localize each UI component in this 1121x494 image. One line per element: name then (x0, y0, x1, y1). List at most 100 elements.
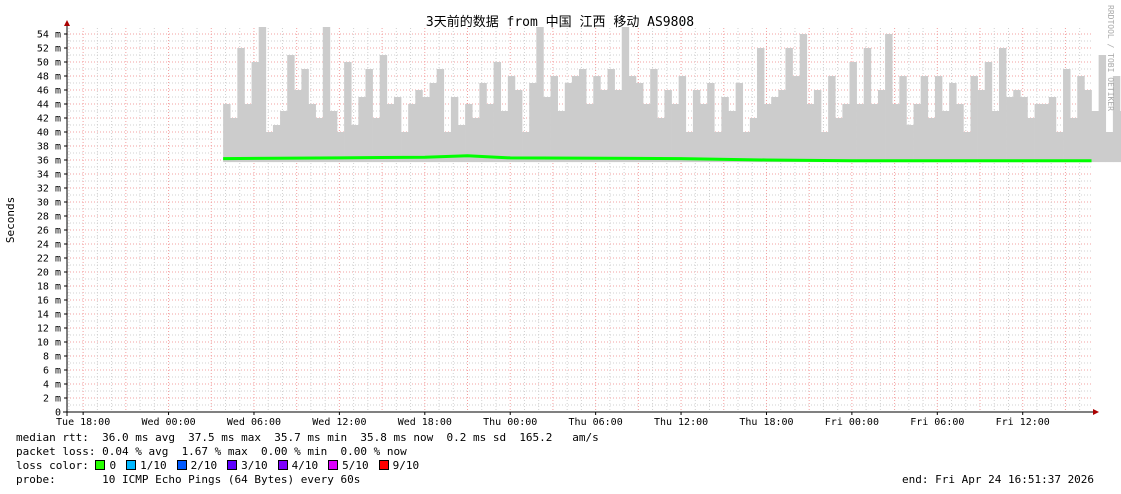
smoke-bar (707, 83, 715, 163)
color-swatch (378, 460, 389, 470)
smoke-bar (899, 76, 907, 163)
smoke-bar (821, 132, 829, 163)
smoke-bar (258, 27, 267, 163)
smoke-bar (472, 118, 480, 163)
probe-line: probe: 10 ICMP Echo Pings (64 Bytes) eve… (16, 473, 361, 486)
smoke-bar (493, 62, 502, 163)
x-tick-label: Fri 12:00 (996, 417, 1050, 428)
smoke-bar (465, 104, 473, 163)
smoke-bar (678, 76, 687, 163)
smoke-bar (450, 97, 459, 163)
loss-legend-label: 4/10 (291, 459, 319, 472)
median-rtt-line: median rtt: 36.0 ms avg 37.5 ms max 35.7… (16, 431, 599, 444)
smoke-bar (842, 104, 850, 163)
smoke-bar (1048, 97, 1057, 163)
x-tick-label: Tue 18:00 (56, 417, 110, 428)
smoke-bar (643, 104, 651, 163)
smoke-bar (379, 55, 388, 163)
smoke-bar (287, 55, 295, 163)
smoke-bar (785, 48, 793, 163)
smoke-bar (735, 83, 744, 163)
y-tick-label: 6 m (43, 366, 61, 377)
loss-legend-label: 1/10 (140, 459, 167, 472)
y-tick-label: 8 m (43, 352, 61, 363)
smoke-bar (650, 69, 658, 163)
smoke-bar (571, 76, 580, 163)
smoke-bar (685, 132, 694, 163)
y-axis-arrow (64, 20, 70, 26)
y-tick-label: 4 m (43, 380, 61, 391)
smoke-bar (429, 83, 437, 163)
smoke-bar (230, 118, 238, 163)
smoke-bar (308, 104, 316, 163)
smoke-bar (692, 90, 701, 163)
smoke-bar (1077, 76, 1085, 163)
smoke-bar (607, 69, 615, 163)
y-tick-label: 38 m (37, 142, 61, 153)
smoke-bar (586, 104, 594, 163)
smoke-bar (514, 90, 523, 163)
x-axis-arrow (1093, 409, 1099, 415)
smoke-bar (237, 48, 245, 163)
smoke-bar (1013, 90, 1021, 163)
smoke-bar (301, 69, 309, 163)
smoke-bar (365, 69, 373, 163)
loss-legend-item: 4/10 (277, 459, 319, 472)
y-tick-label: 10 m (37, 338, 61, 349)
x-tick-label: Wed 18:00 (398, 417, 452, 428)
smoke-bar (543, 97, 551, 163)
smoke-bar (863, 48, 872, 163)
smoke-bar (557, 111, 566, 163)
smoke-bar (337, 132, 345, 163)
smoke-bar (593, 76, 601, 163)
y-tick-label: 12 m (37, 324, 61, 335)
smoke-bar (927, 118, 936, 163)
smoke-bar (1006, 97, 1014, 163)
loss-legend-item: 5/10 (328, 459, 369, 472)
y-tick-label: 36 m (37, 156, 61, 167)
smoke-bar (700, 104, 708, 163)
x-tick-label: Fri 00:00 (825, 417, 879, 428)
loss-legend-label: 0 (109, 459, 117, 472)
smoke-bar (372, 118, 381, 163)
smoke-bar (892, 104, 900, 163)
smoke-bar (1034, 104, 1042, 163)
loss-legend-item: 3/10 (227, 459, 268, 472)
smoke-bar (628, 76, 637, 163)
smoke-bar (877, 90, 886, 163)
smoke-bar (1041, 104, 1050, 163)
smoke-bar (671, 104, 679, 163)
smoke-bar (1084, 90, 1092, 163)
smoke-bar (280, 111, 288, 163)
smoke-bar (835, 118, 843, 163)
x-tick-label: Wed 00:00 (141, 417, 195, 428)
y-tick-label: 18 m (37, 282, 61, 293)
x-tick-label: Thu 00:00 (483, 417, 537, 428)
smoke-bar (1027, 118, 1035, 163)
x-tick-label: Wed 12:00 (312, 417, 366, 428)
loss-legend-label: 9/10 (392, 459, 420, 472)
smoke-bar (294, 90, 302, 163)
smoke-bar (536, 27, 544, 163)
smoke-bar (251, 62, 260, 163)
y-tick-label: 22 m (37, 254, 61, 265)
smoke-bar (579, 69, 587, 163)
smoke-bar (436, 69, 445, 163)
smoke-bar (408, 104, 416, 163)
smoke-bar (714, 132, 722, 163)
smoke-bar (479, 83, 487, 163)
y-tick-label: 26 m (37, 226, 61, 237)
y-tick-label: 40 m (37, 128, 61, 139)
smoke-bar (721, 97, 729, 163)
smoke-bar (635, 83, 644, 163)
color-swatch (126, 460, 137, 470)
y-tick-label: 2 m (43, 394, 61, 405)
smoke-bar (799, 34, 808, 163)
smoke-bar (1091, 111, 1099, 163)
smoke-bar (1063, 69, 1071, 163)
smoke-bar (920, 76, 929, 163)
smoke-bar (728, 111, 736, 163)
x-tick-label: Thu 06:00 (569, 417, 623, 428)
smoke-bar (870, 104, 879, 163)
